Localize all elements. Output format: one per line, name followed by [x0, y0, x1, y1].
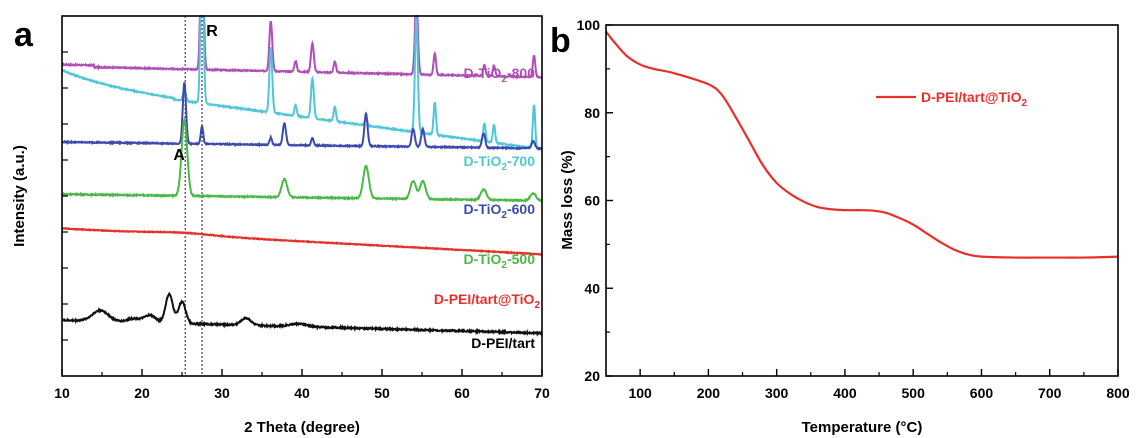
- a-series-subscript: 2: [501, 260, 507, 271]
- a-series-label-4: D-PEI/tart@TiO2: [434, 291, 541, 311]
- a-anatase-label: A: [173, 147, 185, 164]
- a-series-line-2: [61, 82, 543, 151]
- b-x-tick-label: 200: [697, 385, 721, 401]
- a-series-name: D-TiO: [464, 251, 502, 267]
- b-x-tick-label: 400: [833, 385, 857, 401]
- b-x-tick-label: 300: [765, 385, 789, 401]
- b-x-tick-label: 600: [970, 385, 994, 401]
- b-y-tick-label: 40: [584, 280, 600, 296]
- b-y-tick-label: 80: [584, 105, 600, 121]
- b-legend-subscript: 2: [1022, 98, 1028, 109]
- a-x-tick-label: 30: [214, 385, 230, 401]
- b-x-label-end: ): [917, 419, 922, 436]
- a-series-label-0: D-TiO2-800: [464, 65, 536, 85]
- a-series-name: D-TiO: [464, 201, 502, 217]
- b-x-tick-label: 700: [1038, 385, 1062, 401]
- a-series-line-1: [61, 15, 543, 152]
- b-series-line-0: [605, 30, 1119, 259]
- a-series-subscript: 2: [501, 162, 507, 173]
- panel-a: a D-TiO2-800D-TiO2-700D-TiO2-600D-TiO2-5…: [11, 15, 550, 436]
- b-series-group: [605, 30, 1119, 259]
- a-series-subscript: 2: [534, 300, 540, 311]
- b-plot-frame: [605, 24, 1119, 377]
- a-series-line-0: [61, 15, 543, 80]
- a-series-line-5: [61, 291, 543, 337]
- b-y-tick-label: 60: [584, 193, 600, 209]
- a-series-suffix: -500: [507, 251, 535, 267]
- a-axes: 10 20 30 40 50 60 70 A R: [54, 23, 550, 401]
- a-series-subscript: 2: [501, 210, 507, 221]
- panel-a-label: a: [14, 16, 34, 54]
- a-x-axis-label: 2 Theta (degree): [244, 419, 360, 436]
- a-series-subscript: 2: [501, 74, 507, 85]
- b-x-tick-label: 800: [1106, 385, 1130, 401]
- b-x-label-unit: °C: [901, 419, 918, 436]
- a-x-tick-label: 50: [374, 385, 390, 401]
- a-series-name: D-PEI/tart: [471, 335, 535, 351]
- a-x-tick-label: 40: [294, 385, 310, 401]
- b-y-tick-label: 20: [584, 368, 600, 384]
- b-axes: 100 200 300 400 500 600 700 800 20 40 60 80 100: [577, 17, 1130, 401]
- a-series-name: D-PEI/tart@TiO: [434, 291, 535, 307]
- a-x-tick-label: 60: [454, 385, 470, 401]
- a-series-label-1: D-TiO2-700: [464, 153, 536, 173]
- b-x-label-main: Temperature (: [802, 419, 901, 436]
- a-y-axis-label: Intensity (a.u.): [11, 145, 28, 247]
- a-series-suffix: -600: [507, 201, 535, 217]
- b-x-axis-label: Temperature (°C): [802, 419, 923, 436]
- a-series-name: D-TiO: [464, 65, 502, 81]
- a-rutile-label: R: [206, 23, 218, 40]
- a-series-label-3: D-TiO2-500: [464, 251, 536, 271]
- a-series-label-2: D-TiO2-600: [464, 201, 536, 221]
- b-legend-label: D-PEI/tart@TiO2: [921, 89, 1028, 109]
- a-series-group: D-TiO2-800D-TiO2-700D-TiO2-600D-TiO2-500…: [61, 15, 543, 351]
- a-series-suffix: -800: [507, 65, 535, 81]
- a-x-tick-label: 70: [534, 385, 550, 401]
- b-y-tick-label: 100: [577, 17, 601, 33]
- a-series-line-3: [61, 117, 543, 204]
- b-y-axis-label: Mass loss (%): [559, 150, 576, 249]
- panel-b-label: b: [550, 22, 571, 60]
- a-series-line-4: [61, 226, 543, 256]
- a-series-label-5: D-PEI/tart: [471, 335, 535, 351]
- b-x-tick-label: 100: [628, 385, 652, 401]
- b-legend-name: D-PEI/tart@TiO: [921, 89, 1022, 105]
- b-x-tick-label: 500: [902, 385, 926, 401]
- a-x-tick-label: 10: [54, 385, 70, 401]
- b-legend: D-PEI/tart@TiO2: [876, 89, 1028, 109]
- a-series-name: D-TiO: [464, 153, 502, 169]
- a-x-tick-label: 20: [134, 385, 150, 401]
- panel-b: b 100 200 300 400 500 600 700 800 20 40 60 80 100 Te…: [550, 17, 1130, 436]
- a-series-suffix: -700: [507, 153, 535, 169]
